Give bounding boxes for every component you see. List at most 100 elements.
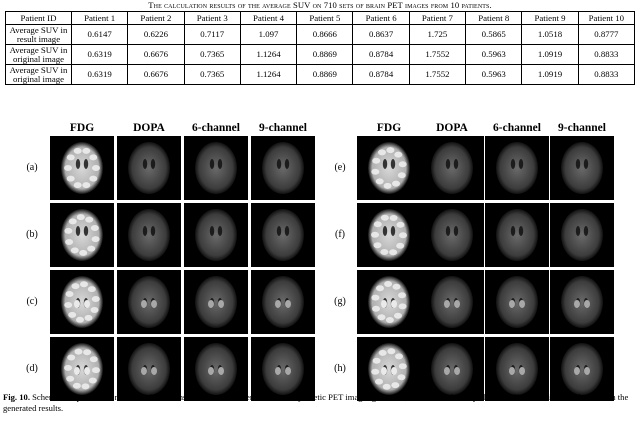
right-row-label: (g) <box>334 296 346 307</box>
right-row-label: (f) <box>335 229 345 240</box>
table-caption: The calculation results of the average S… <box>148 0 492 10</box>
table-cell: 0.8833 <box>577 64 636 85</box>
table-row: Average SUV in result image 0.6147 0.6226 0… <box>5 24 636 45</box>
pet-panel <box>357 136 421 200</box>
table-cell: 1.1264 <box>239 44 298 65</box>
right-row-label: (e) <box>334 162 346 173</box>
table-cell: 0.6319 <box>70 64 129 85</box>
table-header-cell: Patient 1 <box>70 11 129 25</box>
table-cell: 0.8784 <box>352 64 410 85</box>
pet-panel <box>50 337 114 401</box>
table-cell: 0.5963 <box>465 64 523 85</box>
pet-panel <box>50 203 114 267</box>
table-header-cell: Patient 8 <box>465 11 523 25</box>
row-label-cell: Average SUV in original image <box>5 64 72 85</box>
table-cell: 0.6676 <box>127 64 185 85</box>
pet-panel <box>485 270 549 334</box>
table-header-cell: Patient 3 <box>183 11 241 25</box>
row-label-cell: Average SUV in result image <box>5 24 72 45</box>
left-row-label: (b) <box>26 229 38 240</box>
table-cell: 0.8777 <box>577 24 636 45</box>
table-header-cell: Patient ID <box>5 11 72 25</box>
table-header-cell: Patient 2 <box>127 11 185 25</box>
pet-panel <box>117 136 181 200</box>
row-label-cell: Average SUV in original image <box>5 44 72 65</box>
left-col-header: FDG <box>69 122 95 134</box>
table-header-cell: Patient 4 <box>239 11 298 25</box>
pet-figure: FDG DOPA 6-channel 9-channel FDG DOPA 6-channe… <box>0 122 640 401</box>
pet-panel <box>357 337 421 401</box>
table-cell: 0.8637 <box>352 24 410 45</box>
pet-panel <box>184 136 248 200</box>
table-cell: 1.7552 <box>408 44 467 65</box>
table-cell: 0.5963 <box>465 44 523 65</box>
table-cell: 1.0518 <box>521 24 579 45</box>
table-header-cell: Patient 5 <box>296 11 354 25</box>
figure-caption: Fig. 10. Schematic representation of PET… <box>3 392 637 414</box>
table-cell: 0.7117 <box>183 24 241 45</box>
pet-panel <box>550 337 614 401</box>
table-cell: 1.0919 <box>521 44 579 65</box>
pet-panel <box>251 136 315 200</box>
pet-panel <box>420 136 484 200</box>
table-cell: 0.8869 <box>296 44 354 65</box>
right-col-header: 6-channel <box>493 122 541 134</box>
left-row-label: (d) <box>26 363 38 374</box>
table-cell: 0.6147 <box>70 24 129 45</box>
pet-panel <box>485 136 549 200</box>
table-header-cell: Patient 6 <box>352 11 410 25</box>
left-row-label: (a) <box>26 162 38 173</box>
right-col-header: 9-channel <box>558 122 606 134</box>
suv-table: Patient ID Patient 1 Patient 2 Patient 3… <box>5 11 636 85</box>
table-cell: 0.7365 <box>183 64 241 85</box>
table-cell: 0.6676 <box>127 44 185 65</box>
table-cell: 0.8666 <box>296 24 354 45</box>
table-header-cell: Patient 9 <box>521 11 579 25</box>
pet-panel <box>251 337 315 401</box>
pet-panel <box>117 270 181 334</box>
figure-caption-text: Schematic representation of PET data rec… <box>3 392 629 413</box>
table-header-cell: Patient 7 <box>408 11 467 25</box>
pet-panel <box>550 270 614 334</box>
pet-panel <box>50 136 114 200</box>
table-cell: 1.1264 <box>239 64 298 85</box>
pet-panel <box>485 337 549 401</box>
table-cell: 1.725 <box>408 24 467 45</box>
table-row: Average SUV in original image 0.6319 0.667… <box>5 44 636 65</box>
pet-panel <box>251 203 315 267</box>
table-cell: 0.6319 <box>70 44 129 65</box>
pet-panel <box>357 203 421 267</box>
right-col-header: DOPA <box>436 122 468 134</box>
left-col-header: DOPA <box>133 122 165 134</box>
left-col-header: 6-channel <box>192 122 240 134</box>
left-col-header: 9-channel <box>259 122 307 134</box>
pet-panel <box>485 203 549 267</box>
figure-label: Fig. 10. <box>3 392 30 402</box>
pet-panel <box>117 337 181 401</box>
left-row-label: (c) <box>26 296 38 307</box>
table-row: Average SUV in original image 0.6319 0.667… <box>5 64 636 85</box>
table-cell: 1.7552 <box>408 64 467 85</box>
pet-panel <box>251 270 315 334</box>
pet-panel <box>357 270 421 334</box>
table-cell: 0.7365 <box>183 44 241 65</box>
pet-panel <box>550 136 614 200</box>
pet-panel <box>50 270 114 334</box>
table-cell: 1.0919 <box>521 64 579 85</box>
table-cell: 0.5865 <box>465 24 523 45</box>
table-cell: 0.6226 <box>127 24 185 45</box>
table-cell: 1.097 <box>239 24 298 45</box>
table-cell: 0.8784 <box>352 44 410 65</box>
pet-panel <box>117 203 181 267</box>
table-header-cell: Patient 10 <box>577 11 636 25</box>
pet-panel <box>420 203 484 267</box>
pet-panel <box>184 270 248 334</box>
table-header-row: Patient ID Patient 1 Patient 2 Patient 3… <box>5 11 636 25</box>
pet-panel <box>420 337 484 401</box>
pet-panel <box>184 337 248 401</box>
pet-panel <box>420 270 484 334</box>
pet-panel <box>550 203 614 267</box>
pet-panel <box>184 203 248 267</box>
table-cell: 0.8869 <box>296 64 354 85</box>
right-col-header: FDG <box>376 122 402 134</box>
